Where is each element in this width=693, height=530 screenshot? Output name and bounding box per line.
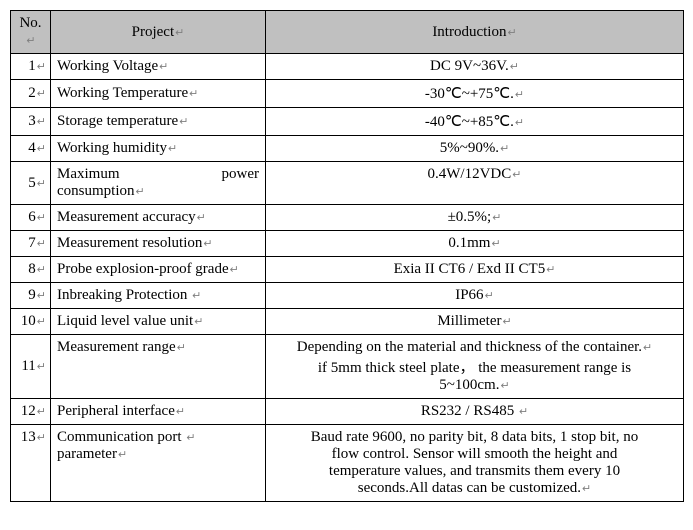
table-row: 8↵ Probe explosion-proof grade↵ Exia II …: [11, 257, 684, 283]
table-row: 2↵ Working Temperature↵ -30℃~+75℃.↵: [11, 80, 684, 108]
table-row: 3↵ Storage temperature↵ -40℃~+85℃.↵: [11, 108, 684, 136]
cell-intro: DC 9V~36V.↵: [266, 54, 684, 80]
table-row: 4↵ Working humidity↵ 5%~90%.↵: [11, 136, 684, 162]
table-row: 11↵ Measurement range↵ Depending on the …: [11, 335, 684, 399]
cell-no: 1↵: [11, 54, 51, 80]
return-mark-icon: ↵: [506, 27, 516, 39]
table-row: 13↵ Communication port ↵ parameter↵ Baud…: [11, 425, 684, 502]
table-row: 6↵ Measurement accuracy↵ ±0.5%;↵: [11, 205, 684, 231]
header-row: No.↵ Project↵ Introduction↵: [11, 11, 684, 54]
table-row: 5↵ Maximumpower consumption↵ 0.4W/12VDC↵: [11, 162, 684, 205]
table-row: 9↵ Inbreaking Protection ↵ IP66↵: [11, 283, 684, 309]
header-introduction: Introduction↵: [266, 11, 684, 54]
cell-project: Working Voltage↵: [51, 54, 266, 80]
table-row: 12↵ Peripheral interface↵ RS232 / RS485 …: [11, 399, 684, 425]
return-mark-icon: ↵: [25, 35, 35, 47]
header-no: No.↵: [11, 11, 51, 54]
table-row: 10↵ Liquid level value unit↵ Millimeter↵: [11, 309, 684, 335]
header-project: Project↵: [51, 11, 266, 54]
spec-table: No.↵ Project↵ Introduction↵ 1↵ Working V…: [10, 10, 684, 502]
table-row: 1↵ Working Voltage↵ DC 9V~36V.↵: [11, 54, 684, 80]
return-mark-icon: ↵: [174, 27, 184, 39]
table-row: 7↵ Measurement resolution↵ 0.1mm↵: [11, 231, 684, 257]
